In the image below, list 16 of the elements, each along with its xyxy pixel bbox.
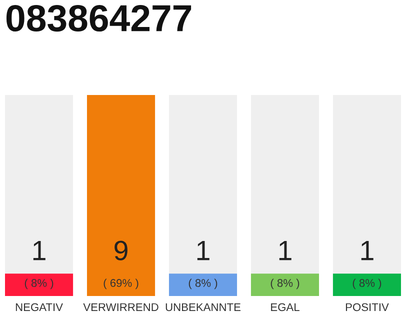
data-label: 1 [197, 240, 210, 260]
x-tick-label: EGAL [271, 303, 300, 312]
data-label: 1 [33, 240, 46, 260]
x-tick-label: UNBEKANNTE [166, 303, 240, 312]
x-tick-label: NEGATIV [16, 303, 63, 312]
annotation: ( 8% ) [270, 278, 300, 290]
annotation: ( 8% ) [188, 278, 218, 290]
data-label: 1 [361, 240, 374, 260]
x-tick-label: VERWIRREND [83, 303, 158, 311]
annotation: ( 8% ) [352, 278, 382, 290]
annotation: ( 8% ) [24, 278, 54, 290]
data-label: 9 [114, 240, 128, 260]
chart-title: 083864277 [6, 4, 192, 32]
annotation: ( 69% ) [104, 278, 138, 290]
x-tick-label: POSITIV [346, 303, 389, 312]
data-label: 1 [279, 240, 292, 260]
